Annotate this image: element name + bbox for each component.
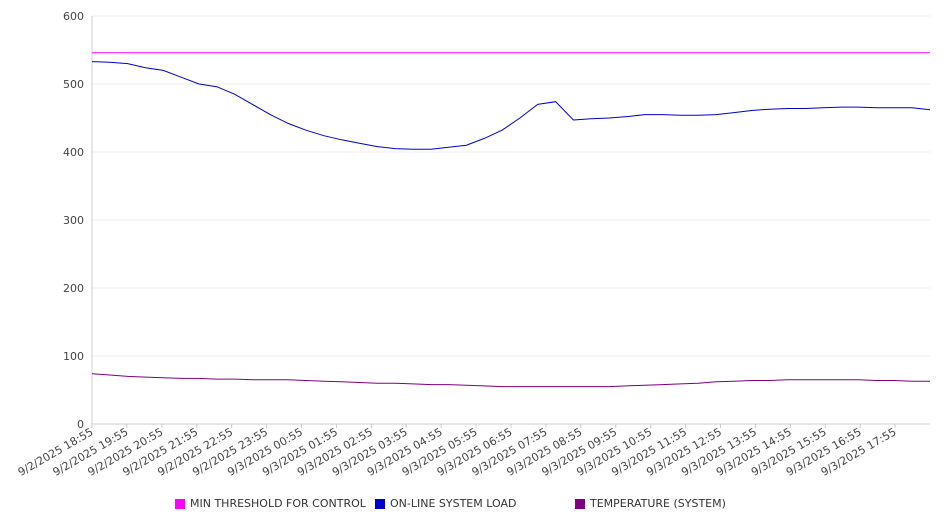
legend-item-temperature[interactable]: TEMPERATURE (SYSTEM) (575, 497, 726, 510)
y-axis-ticks: 0 100 200 300 400 500 600 (63, 10, 84, 431)
y-tick-label: 400 (63, 146, 84, 159)
y-tick-label: 500 (63, 78, 84, 91)
series-line-2 (91, 373, 930, 388)
y-tick-label: 600 (63, 10, 84, 23)
legend: MIN THRESHOLD FOR CONTROL ON-LINE SYSTEM… (175, 497, 935, 515)
y-tick-label: 0 (77, 418, 84, 431)
legend-swatch-threshold (175, 498, 185, 509)
y-tick-label: 200 (63, 282, 84, 295)
legend-item-threshold[interactable]: MIN THRESHOLD FOR CONTROL (175, 497, 366, 510)
legend-label-threshold: MIN THRESHOLD FOR CONTROL (190, 497, 366, 510)
grid-lines (92, 15, 930, 357)
legend-swatch-system-load (375, 498, 385, 509)
legend-swatch-temperature (575, 498, 585, 509)
legend-item-system-load[interactable]: ON-LINE SYSTEM LOAD (375, 497, 516, 510)
y-tick-label: 300 (63, 214, 84, 227)
series-lines (91, 52, 931, 388)
y-tick-label: 100 (63, 350, 84, 363)
legend-label-temperature: TEMPERATURE (SYSTEM) (590, 497, 726, 510)
series-line-1 (91, 61, 931, 150)
legend-label-system-load: ON-LINE SYSTEM LOAD (390, 497, 517, 510)
x-axis-ticks: 9/2/2025 18:559/2/2025 19:559/2/2025 20:… (16, 424, 899, 479)
